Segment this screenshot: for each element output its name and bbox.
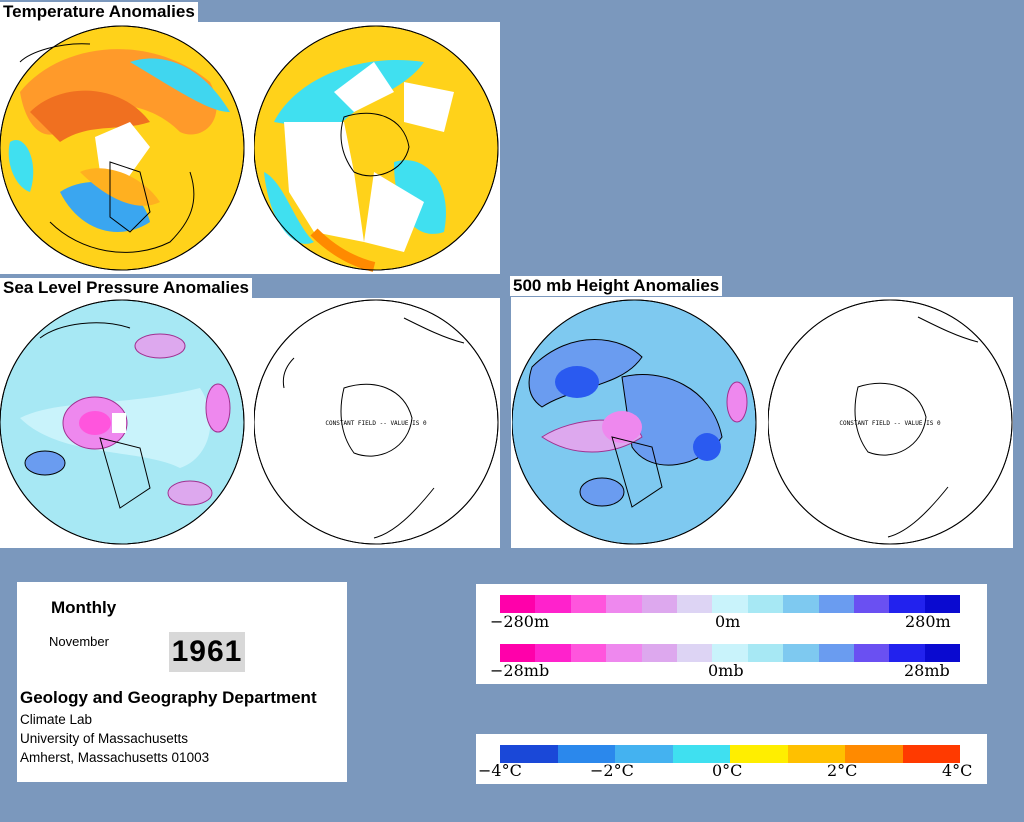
temperature-globe-south xyxy=(254,25,499,272)
height-scale-swatch xyxy=(783,595,819,613)
pressure-scale-swatch xyxy=(818,644,854,662)
slp-globe-north xyxy=(0,299,245,545)
height-scale-swatch xyxy=(535,595,571,613)
height-scale-swatch xyxy=(500,595,536,613)
pressure-scale-swatch xyxy=(783,644,819,662)
pressure-scale-swatch xyxy=(889,644,925,662)
pressure-scale-swatch xyxy=(747,644,784,662)
info-box: Monthly November 1961 Geology and Geogra… xyxy=(17,582,347,782)
address-label: Amherst, Massachusetts 01003 xyxy=(20,750,210,765)
temperature-title: Temperature Anomalies xyxy=(0,2,198,22)
department-label: Geology and Geography Department xyxy=(20,688,317,707)
temperature-scale-swatch xyxy=(672,745,730,763)
temperature-scale-swatch xyxy=(730,745,788,763)
temperature-scale-swatch xyxy=(845,745,903,763)
temperature-scale-swatch xyxy=(615,745,673,763)
pressure-scale-swatch xyxy=(500,644,536,662)
pressure-scale-min: −28mb xyxy=(490,661,550,680)
height-scale-swatch xyxy=(924,595,961,613)
height-scale-swatch xyxy=(853,595,890,613)
height500-globe-south: CONSTANT FIELD -- VALUE IS 0 xyxy=(768,299,1013,545)
height500-panel: CONSTANT FIELD -- VALUE IS 0 xyxy=(511,297,1013,548)
university-label: University of Massachusetts xyxy=(20,731,189,746)
height-scale-swatch xyxy=(818,595,854,613)
pressure-scale-swatch xyxy=(606,644,642,662)
temperature-globe-north xyxy=(0,25,245,271)
pressure-scale-max: 28mb xyxy=(904,661,950,680)
height-color-bar xyxy=(500,595,961,613)
year-label: 1961 xyxy=(169,632,245,672)
lab-label: Climate Lab xyxy=(20,712,93,727)
height-scale-swatch xyxy=(712,595,748,613)
temperature-scale-t4: 2°C xyxy=(827,761,858,780)
height500-title: 500 mb Height Anomalies xyxy=(510,276,723,296)
pressure-color-bar xyxy=(500,644,961,662)
slp-constant-field-label: CONSTANT FIELD -- VALUE IS 0 xyxy=(325,420,427,427)
temperature-scale-swatch xyxy=(902,745,960,763)
pressure-scale-swatch xyxy=(535,644,571,662)
height-scale-max: 280m xyxy=(905,612,951,631)
height-scale-swatch xyxy=(889,595,925,613)
temperature-scale-box: −4°C −2°C 0°C 2°C 4°C xyxy=(476,734,987,784)
height-scale-swatch xyxy=(606,595,642,613)
slp-panel: CONSTANT FIELD -- VALUE IS 0 xyxy=(0,298,500,548)
pressure-scale-swatch xyxy=(676,644,713,662)
height-scale-mid: 0m xyxy=(715,612,741,631)
period-label: Monthly xyxy=(51,598,117,617)
temperature-scale-swatch xyxy=(500,745,558,763)
pressure-scale-mid: 0mb xyxy=(708,661,744,680)
slp-title: Sea Level Pressure Anomalies xyxy=(0,278,253,298)
height-scale-swatch xyxy=(641,595,677,613)
pressure-scale-swatch xyxy=(853,644,890,662)
temperature-scale-t1: −4°C xyxy=(478,761,522,780)
temperature-scale-swatch xyxy=(557,745,615,763)
height500-constant-field-label: CONSTANT FIELD -- VALUE IS 0 xyxy=(839,420,941,427)
temperature-scale-t5: 4°C xyxy=(942,761,973,780)
anomaly-scale-box: −280m 0m 280m −28mb 0mb 28mb xyxy=(476,584,987,684)
temperature-scale-swatch xyxy=(787,745,845,763)
height-scale-swatch xyxy=(747,595,784,613)
pressure-scale-swatch xyxy=(570,644,607,662)
temperature-panel xyxy=(0,22,500,274)
temperature-scale-t2: −2°C xyxy=(590,761,634,780)
pressure-scale-swatch xyxy=(924,644,961,662)
pressure-scale-swatch xyxy=(641,644,677,662)
slp-globe-south: CONSTANT FIELD -- VALUE IS 0 xyxy=(254,299,499,545)
height-scale-min: −280m xyxy=(490,612,550,631)
temperature-color-bar xyxy=(500,745,960,763)
pressure-scale-swatch xyxy=(712,644,748,662)
height500-globe-north xyxy=(512,299,757,545)
height-scale-swatch xyxy=(570,595,607,613)
temperature-scale-t3: 0°C xyxy=(712,761,743,780)
month-label: November xyxy=(49,634,109,649)
height-scale-swatch xyxy=(676,595,713,613)
